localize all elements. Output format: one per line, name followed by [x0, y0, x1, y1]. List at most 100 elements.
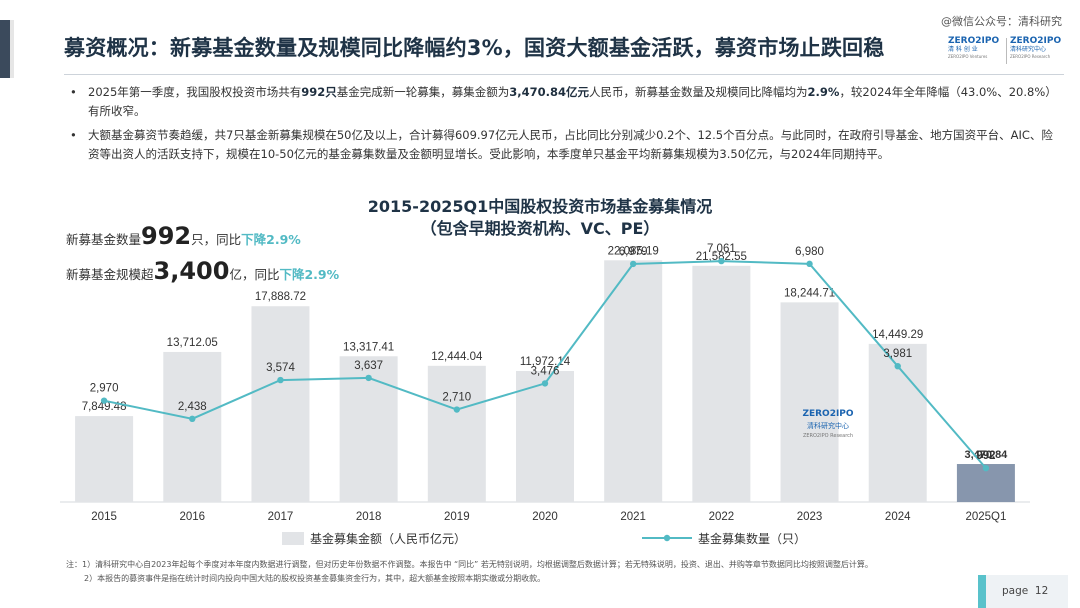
logo-right-line2: 清科研究中心	[1010, 46, 1047, 53]
bullet-marker: •	[70, 128, 77, 142]
count-point-2018	[365, 374, 372, 382]
count-point-2025Q1	[982, 464, 990, 472]
chart-watermark-line1: ZERO2IPO	[802, 409, 853, 419]
x-tick-2024: 2024	[885, 511, 911, 523]
chart-title: 2015-2025Q1中国股权投资市场基金募集情况	[368, 197, 712, 216]
count-label-2017: 3,574	[266, 362, 295, 374]
bullet-highlight: 3,470.84亿元	[509, 85, 590, 99]
count-point-2016	[189, 415, 196, 423]
bar-2023	[780, 302, 839, 502]
count-label-2015: 2,970	[90, 383, 119, 395]
x-tick-2018: 2018	[356, 511, 382, 523]
count-unit: 只，同比	[191, 232, 242, 247]
footnote-1: 注：1）清科研究中心自2023年起每个季度对本年度内数据进行调整，但对历史年份数…	[66, 560, 873, 569]
footnote-2: 2）本报告的募资事件是指在统计时间内投向中国大陆的股权投资基金募集资金行为，其中…	[84, 574, 546, 583]
chart-watermark-line3: ZERO2IPO Research	[803, 433, 853, 439]
legend-line-label: 基金募集数量（只）	[698, 531, 806, 546]
count-label-2019: 2,710	[442, 392, 471, 404]
page-indicator-accent	[978, 575, 986, 608]
x-tick-2015: 2015	[91, 511, 117, 523]
x-tick-2021: 2021	[620, 511, 646, 523]
logo-right-line3: ZERO2IPO Research	[1010, 54, 1051, 59]
bullet-list: • 2025年第一季度，我国股权投资市场共有992只基金完成新一轮募集，募集金额为…	[68, 83, 1058, 169]
bullet-text: ，较2024年全年降幅（43.0%、20.8%）有所收窄。	[88, 85, 1057, 118]
bar-label-2018: 13,317.41	[343, 341, 394, 353]
bar-2021	[604, 260, 663, 502]
chart-subtitle: （包含早期投资机构、VC、PE）	[421, 219, 660, 238]
bullet-highlight: 2.9%	[807, 85, 840, 99]
logo-separator	[1006, 38, 1007, 64]
x-tick-2022: 2022	[709, 511, 735, 523]
bar-label-2023: 18,244.71	[784, 287, 835, 299]
count-point-2015	[100, 397, 108, 404]
bar-label-2021: 22,085.19	[608, 245, 659, 257]
logo-left-line1: ZERO2IPO	[948, 36, 1000, 46]
count-change: 下降2.9%	[241, 232, 301, 247]
header-divider	[64, 74, 1064, 75]
x-tick-2017: 2017	[268, 511, 294, 523]
bar-2020	[516, 370, 574, 502]
logo-right-line1: ZERO2IPO	[1010, 36, 1062, 46]
legend-bar-swatch	[282, 532, 304, 545]
count-label-2022: 7,061	[707, 243, 736, 255]
bar-label-2017: 17,888.72	[255, 291, 306, 303]
page-number-value: 12	[1034, 585, 1049, 597]
bullet-text: 2025年第一季度，我国股权投资市场共有	[88, 85, 302, 99]
zero2ipo-ventures-logo: ZERO2IPO 清 科 创 业 ZERO2IPO Ventures	[948, 36, 1004, 66]
count-summary: 新募基金数量992只，同比下降2.9%	[66, 222, 301, 250]
page-label: page	[1002, 585, 1029, 597]
page-title: 募资概况：新募基金数量及规模同比降幅约3%，国资大额基金活跃，募资市场止跌回稳	[64, 36, 885, 60]
count-label-2021: 6,979	[619, 246, 648, 258]
count-value: 992	[141, 222, 192, 250]
bar-label-2016: 13,712.05	[167, 337, 218, 349]
legend-line-marker	[663, 534, 671, 542]
bar-label-2025Q1: 3,470.84	[964, 449, 1008, 461]
page-indicator	[978, 575, 1068, 608]
amount-value: 3,400	[153, 257, 230, 285]
count-label-2024: 3,981	[883, 348, 912, 360]
bar-label-2019: 12,444.04	[431, 351, 483, 363]
bar-2022	[692, 265, 751, 502]
bullet-text: 大额基金募资节奏趋缓，共7只基金新募集规模在50亿及以上，合计募得609.97亿…	[88, 128, 1053, 161]
bullet-text: 人民币，新募基金数量及规模同比降幅均为	[589, 85, 808, 99]
count-label-2018: 3,637	[354, 360, 383, 372]
footnotes: 注：1）清科研究中心自2023年起每个季度对本年度内数据进行调整，但对历史年份数…	[66, 558, 873, 586]
count-label-2023: 6,980	[795, 246, 824, 258]
zero2ipo-research-logo: ZERO2IPO 清科研究中心 ZERO2IPO Research	[1010, 36, 1066, 66]
x-tick-2019: 2019	[444, 511, 470, 523]
amount-prefix: 新募基金规模超	[66, 267, 154, 282]
fundraising-chart: 2015-2025Q1中国股权投资市场基金募集情况 （包含早期投资机构、VC、PE…	[60, 197, 1030, 546]
title-accent-bar	[0, 20, 10, 78]
count-label-2016: 2,438	[178, 401, 207, 413]
count-point-2023	[806, 260, 813, 268]
count-prefix: 新募基金数量	[66, 232, 142, 247]
count-point-2019	[453, 406, 461, 413]
bar-2015	[75, 416, 134, 502]
page-number: page 12	[1002, 585, 1048, 597]
bar-label-2024: 14,449.29	[872, 329, 923, 341]
x-tick-2025Q1: 2025Q1	[965, 511, 1006, 523]
amount-summary: 新募基金规模超3,400亿，同比下降2.9%	[66, 257, 339, 285]
watermark-text: @微信公众号：清科研究	[941, 15, 1062, 28]
count-point-2017	[277, 376, 284, 384]
amount-unit: 亿，同比	[229, 267, 280, 282]
bullet-item: • 2025年第一季度，我国股权投资市场共有992只基金完成新一轮募集，募集金额为…	[68, 83, 1058, 121]
bullet-item: • 大额基金募资节奏趋缓，共7只基金新募集规模在50亿及以上，合计募得609.97…	[68, 126, 1058, 164]
logo-left-line3: ZERO2IPO Ventures	[948, 54, 988, 59]
count-point-2022	[718, 257, 725, 265]
count-point-2024	[894, 362, 901, 370]
x-tick-2023: 2023	[797, 511, 823, 523]
legend-bar-label: 基金募集金额（人民币亿元）	[310, 531, 466, 546]
chart-watermark-line2: 清科研究中心	[807, 421, 849, 430]
title-accent-bar-light	[10, 20, 14, 78]
x-tick-2016: 2016	[179, 511, 205, 523]
logo-left-line2: 清 科 创 业	[948, 46, 978, 53]
count-point-2021	[629, 260, 637, 268]
x-tick-2020: 2020	[532, 511, 558, 523]
bar-label-2015: 7,849.48	[82, 401, 127, 413]
bar-2019	[427, 365, 486, 502]
bar-2024	[868, 343, 927, 502]
amount-change: 下降2.9%	[279, 267, 340, 282]
count-label-2025Q1: 992	[976, 450, 995, 462]
bullet-text: 基金完成新一轮募集，募集金额为	[336, 85, 510, 99]
